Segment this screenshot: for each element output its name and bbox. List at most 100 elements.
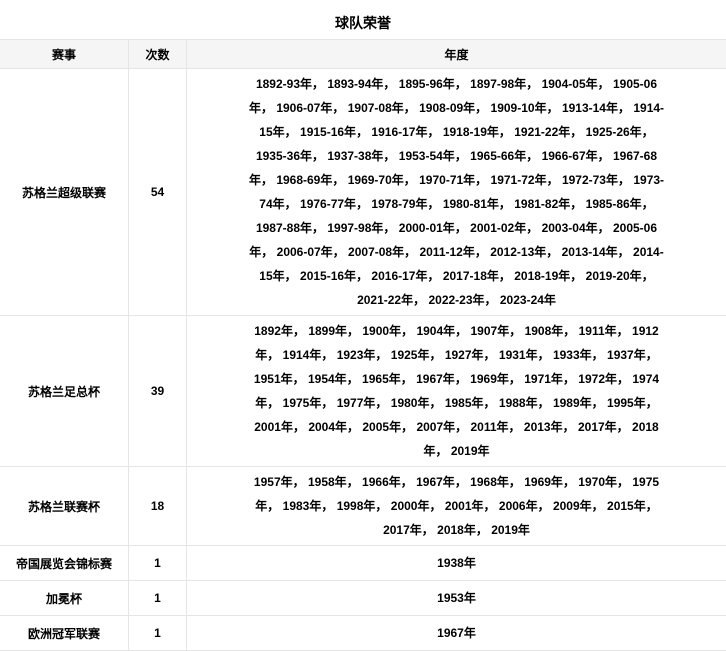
year-separator: ，: [538, 499, 550, 513]
year-separator: ，: [455, 324, 467, 338]
year-item: 1927年: [445, 348, 484, 362]
year-item: 2017年: [383, 523, 422, 537]
year-separator: ，: [312, 149, 324, 163]
year-item: 2022-23年: [428, 293, 484, 307]
count-cell: 1: [129, 616, 187, 651]
year-item: 1908年: [525, 324, 564, 338]
year-separator: ，: [646, 396, 658, 410]
count-cell: 18: [129, 467, 187, 546]
count-cell: 39: [129, 316, 187, 467]
year-separator: ，: [404, 173, 416, 187]
year-item: 2018-19年: [514, 269, 570, 283]
year-item: 1906-07年: [276, 101, 332, 115]
year-separator: ，: [592, 348, 604, 362]
year-item: 2015年: [607, 499, 646, 513]
year-item: 2019年: [491, 523, 530, 537]
year-separator: ，: [383, 77, 395, 91]
year-item: 1966-67年: [542, 149, 598, 163]
year-item: 1907年: [471, 324, 510, 338]
year-separator: ，: [293, 475, 305, 489]
header-count: 次数: [129, 40, 187, 69]
year-separator: ，: [401, 475, 413, 489]
year-separator: ，: [485, 293, 497, 307]
year-item: 1953-54年: [399, 149, 455, 163]
year-item: 2012-13年: [490, 245, 546, 259]
year-separator: ，: [285, 197, 297, 211]
year-item: 1925-26年: [586, 125, 642, 139]
year-separator: ，: [404, 245, 416, 259]
year-separator: ，: [618, 173, 630, 187]
year-item: 1971年: [524, 372, 563, 386]
competition-cell: 苏格兰超级联赛: [0, 69, 129, 316]
year-separator: ，: [617, 372, 629, 386]
year-item: 1895-96年: [399, 77, 455, 91]
year-item: 1913-14年: [562, 101, 618, 115]
year-item: 1968-69年: [276, 173, 332, 187]
year-item: 1937年: [607, 348, 646, 362]
count-cell: 54: [129, 69, 187, 316]
year-separator: ，: [475, 245, 487, 259]
year-separator: ，: [509, 475, 521, 489]
year-item: 1997-98年: [327, 221, 383, 235]
year-item: 2015-16年: [300, 269, 356, 283]
year-item: 1954年: [308, 372, 347, 386]
year-item: 1957年: [254, 475, 293, 489]
year-separator: ，: [375, 499, 387, 513]
year-separator: ，: [321, 396, 333, 410]
year-separator: ，: [347, 475, 359, 489]
year-item: 1976-77年: [300, 197, 356, 211]
year-separator: ，: [509, 420, 521, 434]
years-cell: 1892-93年， 1893-94年， 1895-96年， 1897-98年， …: [187, 69, 726, 316]
year-separator: ，: [375, 348, 387, 362]
year-separator: ，: [455, 420, 467, 434]
year-separator: ，: [383, 221, 395, 235]
year-separator: ，: [484, 348, 496, 362]
year-separator: ，: [499, 269, 511, 283]
year-item: 1918-19年: [443, 125, 499, 139]
year-separator: ，: [285, 125, 297, 139]
year-separator: ，: [509, 372, 521, 386]
years-cell: 1938年: [187, 546, 726, 581]
year-item: 1980年: [391, 396, 430, 410]
year-item: 2007年: [416, 420, 455, 434]
year-item: 1967年: [416, 372, 455, 386]
year-separator: ，: [598, 221, 610, 235]
year-item: 1985-86年: [586, 197, 642, 211]
year-separator: ，: [427, 269, 439, 283]
year-item: 1988年: [499, 396, 538, 410]
competition-cell: 帝国展览会锦标赛: [0, 546, 129, 581]
year-item: 2016-17年: [371, 269, 427, 283]
year-item: 2021-22年: [357, 293, 413, 307]
year-separator: ，: [435, 444, 447, 458]
count-cell: 1: [129, 581, 187, 616]
year-separator: ，: [356, 197, 368, 211]
year-item: 1968年: [470, 475, 509, 489]
year-item: 1914年: [283, 348, 322, 362]
year-separator: ，: [293, 372, 305, 386]
year-separator: ，: [526, 77, 538, 91]
year-separator: ，: [617, 420, 629, 434]
year-separator: ，: [422, 523, 434, 537]
year-item: 2009年: [553, 499, 592, 513]
year-item: 2011年: [471, 420, 509, 434]
year-separator: ，: [646, 499, 658, 513]
year-item: 1981-82年: [514, 197, 570, 211]
year-item: 1977年: [337, 396, 376, 410]
year-item: 1965-66年: [470, 149, 526, 163]
year-separator: ，: [592, 396, 604, 410]
year-separator: ，: [475, 101, 487, 115]
year-separator: ，: [563, 475, 575, 489]
year-item: 1989年: [553, 396, 592, 410]
year-separator: ，: [429, 396, 441, 410]
year-item: 1987-88年: [256, 221, 312, 235]
year-item: 1970-71年: [419, 173, 475, 187]
year-item: 1971-72年: [491, 173, 547, 187]
year-separator: ，: [646, 348, 658, 362]
year-item: 1904-05年: [542, 77, 598, 91]
year-separator: ，: [642, 269, 654, 283]
year-item: 2000年: [391, 499, 430, 513]
